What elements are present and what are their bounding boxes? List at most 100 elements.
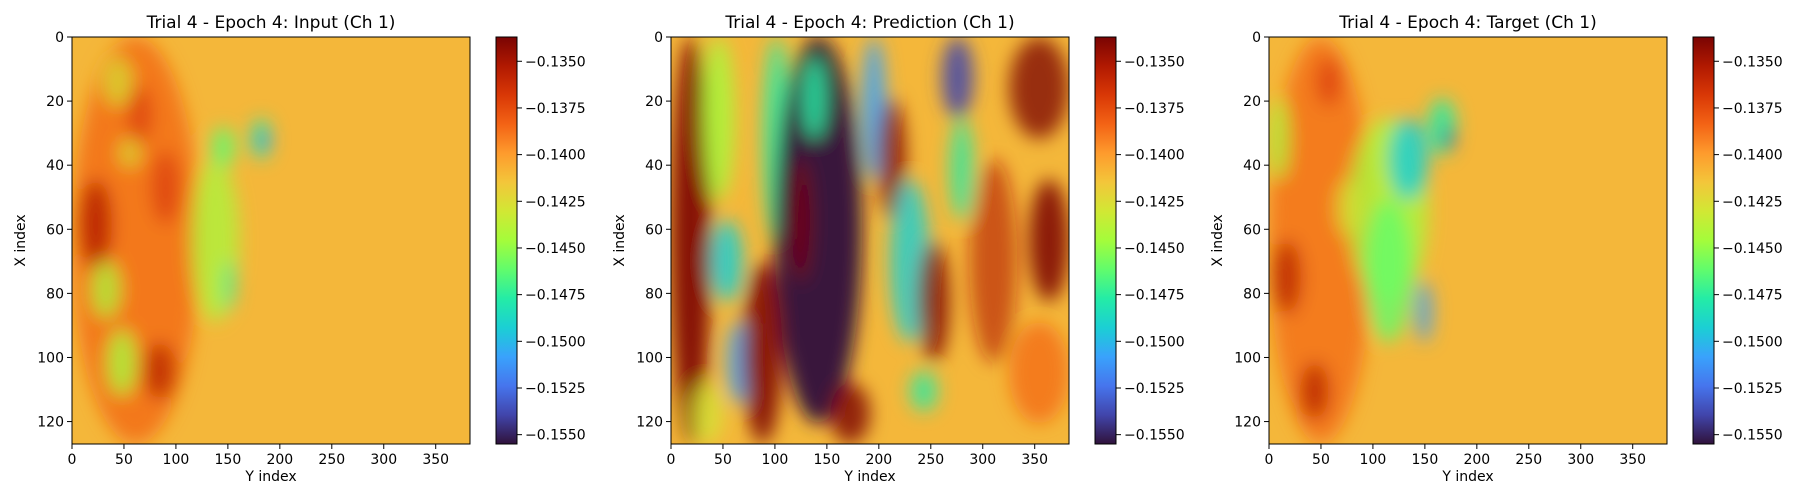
y-tick-label: 20	[645, 94, 663, 110]
colorbar-tick-label: −0.1450	[1722, 241, 1783, 257]
heatmap-cell-region	[1364, 199, 1413, 343]
heatmap-cell-region	[702, 37, 735, 200]
y-tick-label: 80	[1243, 286, 1261, 302]
y-tick-label: 120	[37, 415, 64, 431]
heatmap-cell-region	[877, 98, 906, 221]
x-tick-label: 150	[814, 452, 841, 468]
chart-title: Trial 4 - Epoch 4: Prediction (Ch 1)	[724, 13, 1014, 33]
plot-frame	[71, 36, 471, 445]
colorbar-tick-label: −0.1350	[1722, 54, 1783, 70]
heatmap-cell-region	[1388, 118, 1429, 200]
colorbar-tick-label: −0.1500	[1124, 334, 1185, 350]
heatmap-cell-region	[1336, 179, 1361, 237]
heatmap-cell-region	[790, 159, 811, 282]
heatmap-cell-region	[1416, 281, 1433, 343]
heatmap-cell-region	[1316, 57, 1341, 107]
y-tick-label: 40	[46, 158, 64, 174]
heatmap-cell-region	[151, 150, 180, 225]
y-tick-label: 80	[46, 286, 64, 302]
y-tick-label: 100	[37, 350, 64, 366]
colorbar-tick-label: −0.1400	[1722, 148, 1783, 164]
x-tick-label: 0	[1265, 452, 1274, 468]
colorbar-tick-label: −0.1425	[1124, 194, 1185, 210]
x-tick-label: 200	[266, 452, 293, 468]
x-tick-label: 300	[370, 452, 397, 468]
x-tick-label: 100	[1360, 452, 1387, 468]
heatmap-cell-region	[1009, 321, 1069, 424]
chart-title: Trial 4 - Epoch 4: Input (Ch 1)	[146, 13, 396, 33]
y-tick-label: 60	[46, 222, 64, 238]
x-tick-label: 100	[762, 452, 789, 468]
y-tick-label: 0	[55, 30, 64, 46]
colorbar-tick-label: −0.1400	[1124, 148, 1185, 164]
y-tick-label: 0	[1252, 30, 1261, 46]
heatmap-cell-region	[211, 126, 236, 168]
colorbar-tick-label: −0.1450	[525, 241, 586, 257]
heatmap-panel-prediction: Trial 4 - Epoch 4: Prediction (Ch 1) 0 50 1…	[612, 13, 1185, 485]
y-tick-label: 40	[1243, 158, 1261, 174]
x-tick-label: 300	[1567, 452, 1594, 468]
heatmap-field	[671, 37, 1069, 444]
heatmap-panel-input: Trial 4 - Epoch 4: Input (Ch 1) 0 50 100 150…	[13, 13, 586, 485]
heatmap-cell-region	[917, 240, 950, 363]
x-tick-label: 150	[1412, 452, 1439, 468]
x-tick-label: 350	[1021, 452, 1048, 468]
heatmap-cell-region	[143, 342, 176, 400]
x-tick-label: 200	[1463, 452, 1490, 468]
x-tick-label: 250	[1515, 452, 1542, 468]
y-tick-label: 100	[1234, 350, 1261, 366]
heatmap-cell-region	[710, 220, 743, 302]
plot-frame	[1268, 36, 1668, 445]
x-tick-label: 100	[163, 452, 190, 468]
colorbar-gradient	[495, 36, 518, 445]
heatmap-cell-region	[830, 382, 870, 444]
chart-title: Trial 4 - Epoch 4: Target (Ch 1)	[1338, 13, 1596, 33]
y-tick-label: 0	[654, 30, 663, 46]
y-tick-label: 60	[645, 222, 663, 238]
heatmap-cell-region	[72, 37, 200, 444]
x-tick-label: 250	[318, 452, 345, 468]
heatmap-cell-region	[671, 37, 711, 444]
colorbar-tick-label: −0.1350	[1124, 54, 1185, 70]
heatmap-cell-region	[802, 57, 827, 139]
x-tick-label: 350	[1619, 452, 1646, 468]
heatmap-panel-target: Trial 4 - Epoch 4: Target (Ch 1) 0 50 100 15…	[1210, 13, 1783, 485]
heatmap-cell-region	[969, 159, 1018, 363]
heatmap-cell-region	[119, 138, 140, 168]
colorbar: −0.1350 −0.1375 −0.1400 −0.1425 −0.1450 −0.14…	[1692, 36, 1783, 445]
y-axis-label: X index	[13, 214, 29, 266]
colorbar-tick-label: −0.1375	[1722, 101, 1783, 117]
x-axis-label: Y index	[843, 469, 895, 485]
x-tick-label: 300	[969, 452, 996, 468]
heatmap-cell-region	[91, 260, 120, 318]
x-tick-label: 150	[215, 452, 242, 468]
colorbar-tick-label: −0.1400	[525, 148, 586, 164]
x-tick-label: 50	[115, 452, 133, 468]
y-tick-label: 20	[46, 94, 64, 110]
heatmap-cell-region	[259, 130, 270, 151]
colorbar-tick-label: −0.1475	[1722, 288, 1783, 304]
x-tick-label: 250	[917, 452, 944, 468]
heatmap-blobs	[671, 37, 1069, 444]
plot-frame	[670, 36, 1070, 445]
colorbar-tick-label: −0.1475	[1124, 288, 1185, 304]
colorbar-gradient	[1094, 36, 1117, 445]
colorbar-tick-label: −0.1375	[1124, 101, 1185, 117]
heatmap-cell-region	[774, 37, 863, 424]
colorbar-tick-label: −0.1550	[1722, 428, 1783, 444]
x-tick-label: 200	[865, 452, 892, 468]
y-tick-label: 60	[1243, 222, 1261, 238]
colorbar: −0.1350 −0.1375 −0.1400 −0.1425 −0.1450 −0.14…	[495, 36, 586, 445]
x-axis-label: Y index	[1441, 469, 1493, 485]
heatmap-cell-region	[949, 118, 974, 221]
y-tick-label: 100	[636, 350, 663, 366]
heatmap-cell-region	[1269, 98, 1289, 180]
heatmap-cell-region	[1029, 179, 1069, 302]
y-tick-label: 80	[645, 286, 663, 302]
x-tick-label: 50	[1312, 452, 1330, 468]
colorbar-tick-label: −0.1550	[1124, 428, 1185, 444]
heatmap-field	[72, 37, 271, 444]
heatmap-cell-region	[103, 57, 132, 107]
heatmap-cell-region	[1272, 240, 1301, 314]
